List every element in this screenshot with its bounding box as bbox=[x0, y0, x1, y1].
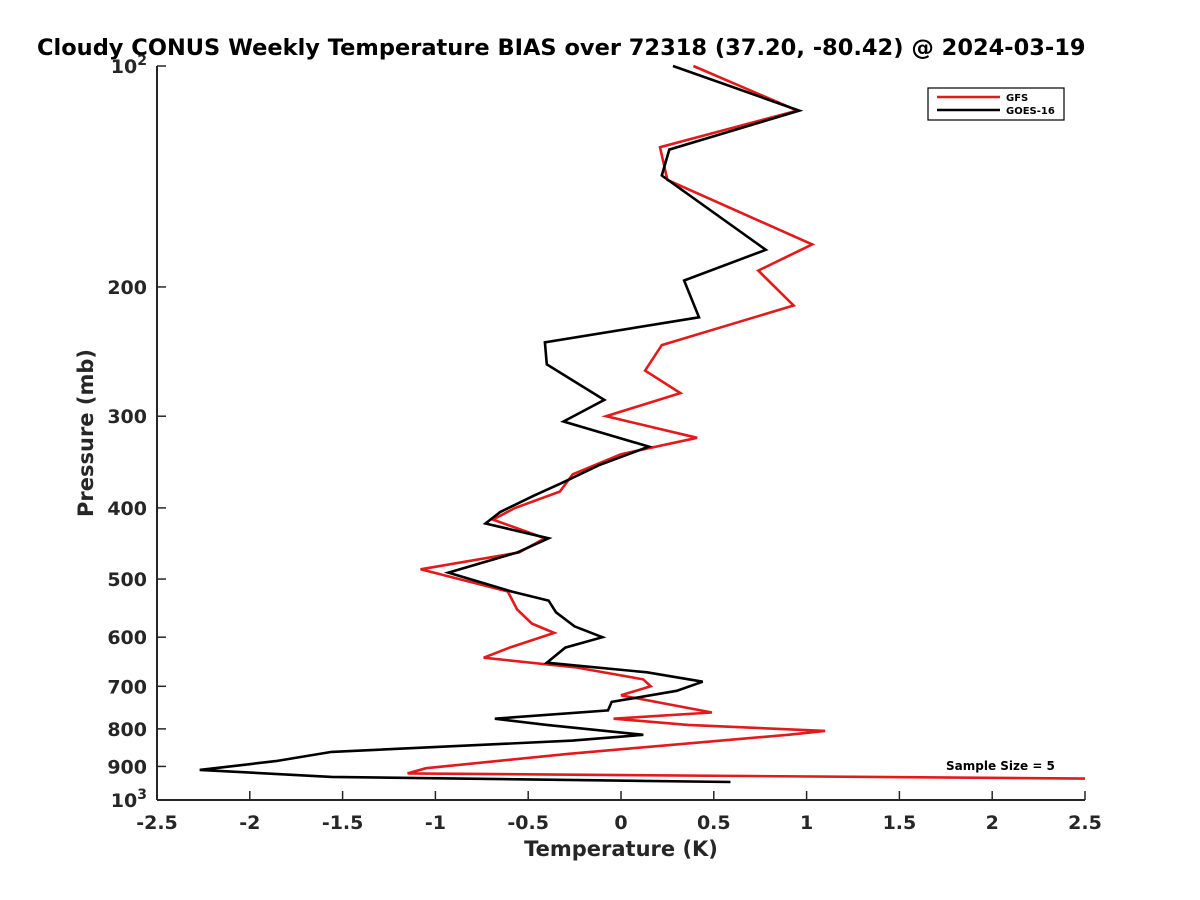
y-tick-label: 500 bbox=[107, 569, 147, 591]
x-tick-label: -2.5 bbox=[136, 812, 178, 834]
y-tick-label: 900 bbox=[107, 756, 147, 778]
series-line-gfs bbox=[407, 64, 1086, 780]
y-tick-base: 10 bbox=[111, 790, 137, 812]
y-tick-label: 600 bbox=[107, 627, 147, 649]
y-tick-base: 400 bbox=[107, 498, 147, 520]
y-tick-label: 103 bbox=[111, 787, 147, 812]
y-tick-base: 200 bbox=[107, 277, 147, 299]
y-tick-exponent: 2 bbox=[137, 53, 147, 69]
y-tick-label: 700 bbox=[107, 676, 147, 698]
plot-area bbox=[157, 66, 1085, 800]
x-tick-label: 1 bbox=[800, 812, 813, 834]
x-axis-label: Temperature (K) bbox=[524, 837, 718, 861]
x-tick-label: -0.5 bbox=[507, 812, 549, 834]
y-tick-label: 300 bbox=[107, 406, 147, 428]
legend-box bbox=[927, 87, 1065, 121]
x-axis: -2.5 -2 -1.5 -1 -0.5 0 0.5 1 1.5 2 2.5 bbox=[136, 791, 1102, 834]
y-tick-label: 800 bbox=[107, 719, 147, 741]
y-tick-base: 500 bbox=[107, 569, 147, 591]
y-tick-label: 200 bbox=[107, 277, 147, 299]
x-tick-label: 0 bbox=[614, 812, 627, 834]
y-tick-label: 102 bbox=[111, 53, 147, 78]
x-tick-label: 2.5 bbox=[1068, 812, 1102, 834]
legend-label-gfs: GFS bbox=[1006, 93, 1028, 104]
sample-size-annotation: Sample Size = 5 bbox=[946, 759, 1055, 773]
legend-label-goes16: GOES-16 bbox=[1006, 106, 1055, 117]
x-tick-label: 2 bbox=[986, 812, 999, 834]
y-tick-base: 300 bbox=[107, 406, 147, 428]
y-tick-base: 800 bbox=[107, 719, 147, 741]
x-tick-label: -1.5 bbox=[322, 812, 364, 834]
x-tick-label: 1.5 bbox=[883, 812, 917, 834]
y-tick-label: 400 bbox=[107, 498, 147, 520]
y-tick-base: 600 bbox=[107, 627, 147, 649]
series-layer bbox=[199, 64, 1086, 784]
x-tick-label: 0.5 bbox=[697, 812, 731, 834]
y-axis-label: Pressure (mb) bbox=[74, 349, 98, 517]
series-line-goes-16 bbox=[199, 64, 804, 784]
y-tick-base: 10 bbox=[111, 56, 137, 78]
y-tick-base: 900 bbox=[107, 756, 147, 778]
chart-title: Cloudy CONUS Weekly Temperature BIAS ove… bbox=[37, 35, 1086, 61]
x-tick-label: -1 bbox=[425, 812, 446, 834]
legend: GFS GOES-16 bbox=[927, 87, 1065, 121]
x-tick-label: -2 bbox=[239, 812, 260, 834]
y-tick-base: 700 bbox=[107, 676, 147, 698]
y-tick-exponent: 3 bbox=[137, 787, 147, 803]
